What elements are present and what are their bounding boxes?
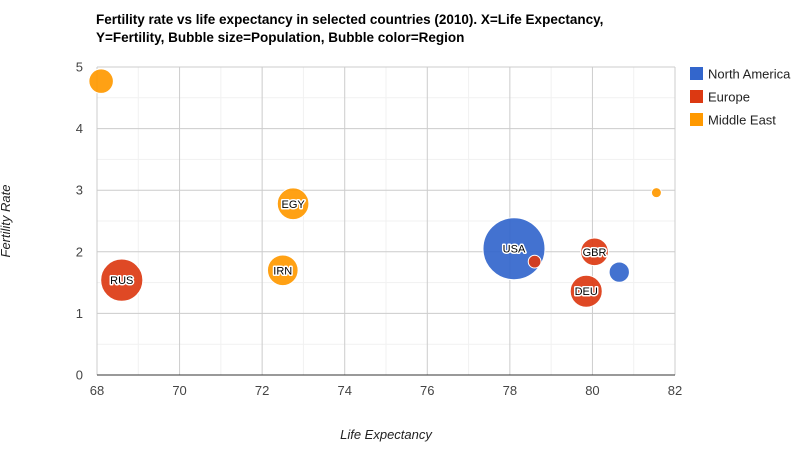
- legend-label: North America: [708, 67, 791, 82]
- y-axis-title: Fertility Rate: [0, 185, 13, 258]
- legend-label: Middle East: [708, 113, 776, 128]
- grid-lines: [96, 66, 676, 376]
- y-tick-label: 0: [76, 368, 83, 383]
- bubble-unlabeled[interactable]: [88, 68, 114, 94]
- bubble-rus[interactable]: [100, 258, 144, 302]
- y-tick-label: 2: [76, 244, 83, 259]
- bubble-deu[interactable]: [569, 274, 603, 308]
- bubble-egy[interactable]: [276, 187, 310, 221]
- y-tick-label: 5: [76, 60, 83, 75]
- bubble-labels: USA RUS DEU EGY IRN GBR: [109, 197, 608, 299]
- y-tick-label: 1: [76, 306, 83, 321]
- chart-title-line2: Y=Fertility, Bubble size=Population, Bub…: [96, 30, 464, 45]
- x-tick-label: 70: [172, 383, 186, 398]
- legend: North America Europe Middle East: [690, 67, 791, 128]
- x-axis-title: Life Expectancy: [340, 427, 433, 442]
- y-tick-label: 3: [76, 183, 83, 198]
- x-tick-label: 78: [503, 383, 517, 398]
- y-tick-label: 4: [76, 121, 83, 136]
- x-tick-label: 82: [668, 383, 682, 398]
- bubble-label-irn: IRN: [273, 265, 292, 277]
- x-tick-label: 74: [337, 383, 351, 398]
- bubble-label-egy: EGY: [281, 199, 305, 211]
- x-tick-label: 80: [585, 383, 599, 398]
- x-tick-label: 76: [420, 383, 434, 398]
- legend-label: Europe: [708, 90, 750, 105]
- chart-title-line1: Fertility rate vs life expectancy in sel…: [96, 12, 603, 27]
- legend-swatch: [690, 67, 703, 80]
- axes: 68 70 72 74 76 78 80 82 0 1 2 3 4 5: [76, 60, 682, 399]
- bubble-label-usa: USA: [503, 244, 526, 256]
- bubble-unlabeled[interactable]: [650, 187, 662, 199]
- legend-swatch: [690, 113, 703, 126]
- bubble-unlabeled[interactable]: [608, 261, 630, 283]
- bubbles: [88, 68, 662, 308]
- x-tick-label: 68: [90, 383, 104, 398]
- bubble-irn[interactable]: [266, 254, 299, 287]
- bubble-label-gbr: GBR: [583, 247, 607, 259]
- bubble-unlabeled[interactable]: [527, 254, 542, 269]
- x-tick-label: 72: [255, 383, 269, 398]
- legend-swatch: [690, 90, 703, 103]
- bubble-label-deu: DEU: [575, 286, 598, 298]
- bubble-label-rus: RUS: [110, 275, 133, 287]
- bubble-gbr[interactable]: [580, 237, 609, 267]
